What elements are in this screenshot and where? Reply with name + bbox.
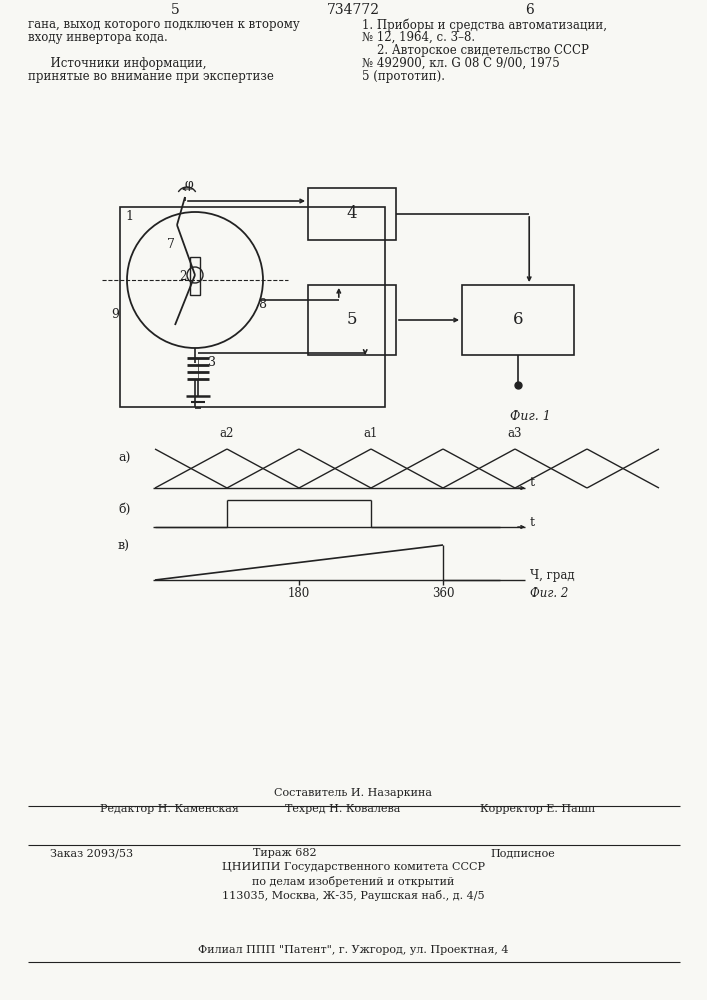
Bar bbox=[462, 285, 574, 355]
Text: Редактор Н. Каменская: Редактор Н. Каменская bbox=[100, 804, 239, 814]
Text: 9: 9 bbox=[111, 308, 119, 321]
Text: φ: φ bbox=[185, 178, 194, 191]
Text: 2: 2 bbox=[179, 270, 187, 283]
Text: 8: 8 bbox=[258, 298, 266, 311]
Text: a1: a1 bbox=[364, 427, 378, 440]
Text: 5: 5 bbox=[346, 312, 357, 328]
Text: б): б) bbox=[118, 503, 130, 516]
Text: принятые во внимание при экспертизе: принятые во внимание при экспертизе bbox=[28, 70, 274, 83]
Text: по делам изобретений и открытий: по делам изобретений и открытий bbox=[252, 876, 454, 887]
Text: 6: 6 bbox=[513, 312, 523, 328]
Text: 734772: 734772 bbox=[327, 3, 380, 17]
Text: t: t bbox=[530, 477, 535, 489]
Text: 3: 3 bbox=[208, 356, 216, 369]
Text: 2. Авторское свидетельство СССР: 2. Авторское свидетельство СССР bbox=[362, 44, 589, 57]
Bar bbox=[120, 207, 385, 407]
Text: входу инвертора кода.: входу инвертора кода. bbox=[28, 31, 168, 44]
Text: 113035, Москва, Ж-35, Раушская наб., д. 4/5: 113035, Москва, Ж-35, Раушская наб., д. … bbox=[222, 890, 484, 901]
Text: 5: 5 bbox=[170, 3, 180, 17]
Text: 6: 6 bbox=[525, 3, 534, 17]
Text: гана, выход которого подключен к второму: гана, выход которого подключен к второму bbox=[28, 18, 300, 31]
Text: Тираж 682: Тираж 682 bbox=[253, 848, 317, 858]
Text: Подписное: Подписное bbox=[490, 848, 555, 858]
Text: 4: 4 bbox=[346, 206, 357, 223]
Text: Составитель И. Назаркина: Составитель И. Назаркина bbox=[274, 788, 432, 798]
Text: Фиг. 1: Фиг. 1 bbox=[510, 410, 551, 423]
Text: 7: 7 bbox=[167, 238, 175, 251]
Text: № 12, 1964, с. 3–8.: № 12, 1964, с. 3–8. bbox=[362, 31, 475, 44]
Text: 360: 360 bbox=[432, 587, 455, 600]
Bar bbox=[308, 188, 396, 240]
Text: t: t bbox=[530, 516, 535, 528]
Text: а): а) bbox=[118, 452, 130, 465]
Bar bbox=[308, 285, 396, 355]
Text: Источники информации,: Источники информации, bbox=[28, 57, 206, 70]
Bar bbox=[190, 257, 200, 295]
Text: 180: 180 bbox=[288, 587, 310, 600]
Text: Фиг. 2: Фиг. 2 bbox=[530, 587, 568, 600]
Text: a2: a2 bbox=[220, 427, 234, 440]
Text: 5 (прототип).: 5 (прототип). bbox=[362, 70, 445, 83]
Text: ЦНИИПИ Государственного комитета СССР: ЦНИИПИ Государственного комитета СССР bbox=[221, 862, 484, 872]
Text: Техред Н. Ковалева: Техред Н. Ковалева bbox=[285, 804, 400, 814]
Text: 1: 1 bbox=[125, 210, 133, 223]
Text: Ч, град: Ч, град bbox=[530, 568, 575, 582]
Text: Заказ 2093/53: Заказ 2093/53 bbox=[50, 848, 133, 858]
Text: в): в) bbox=[118, 540, 130, 553]
Text: № 492900, кл. G 08 С 9/00, 1975: № 492900, кл. G 08 С 9/00, 1975 bbox=[362, 57, 560, 70]
Text: a3: a3 bbox=[508, 427, 522, 440]
Text: Корректор Е. Пашп: Корректор Е. Пашп bbox=[480, 804, 595, 814]
Text: 1. Приборы и средства автоматизации,: 1. Приборы и средства автоматизации, bbox=[362, 18, 607, 31]
Text: Филиал ППП "Патент", г. Ужгород, ул. Проектная, 4: Филиал ППП "Патент", г. Ужгород, ул. Про… bbox=[198, 945, 508, 955]
